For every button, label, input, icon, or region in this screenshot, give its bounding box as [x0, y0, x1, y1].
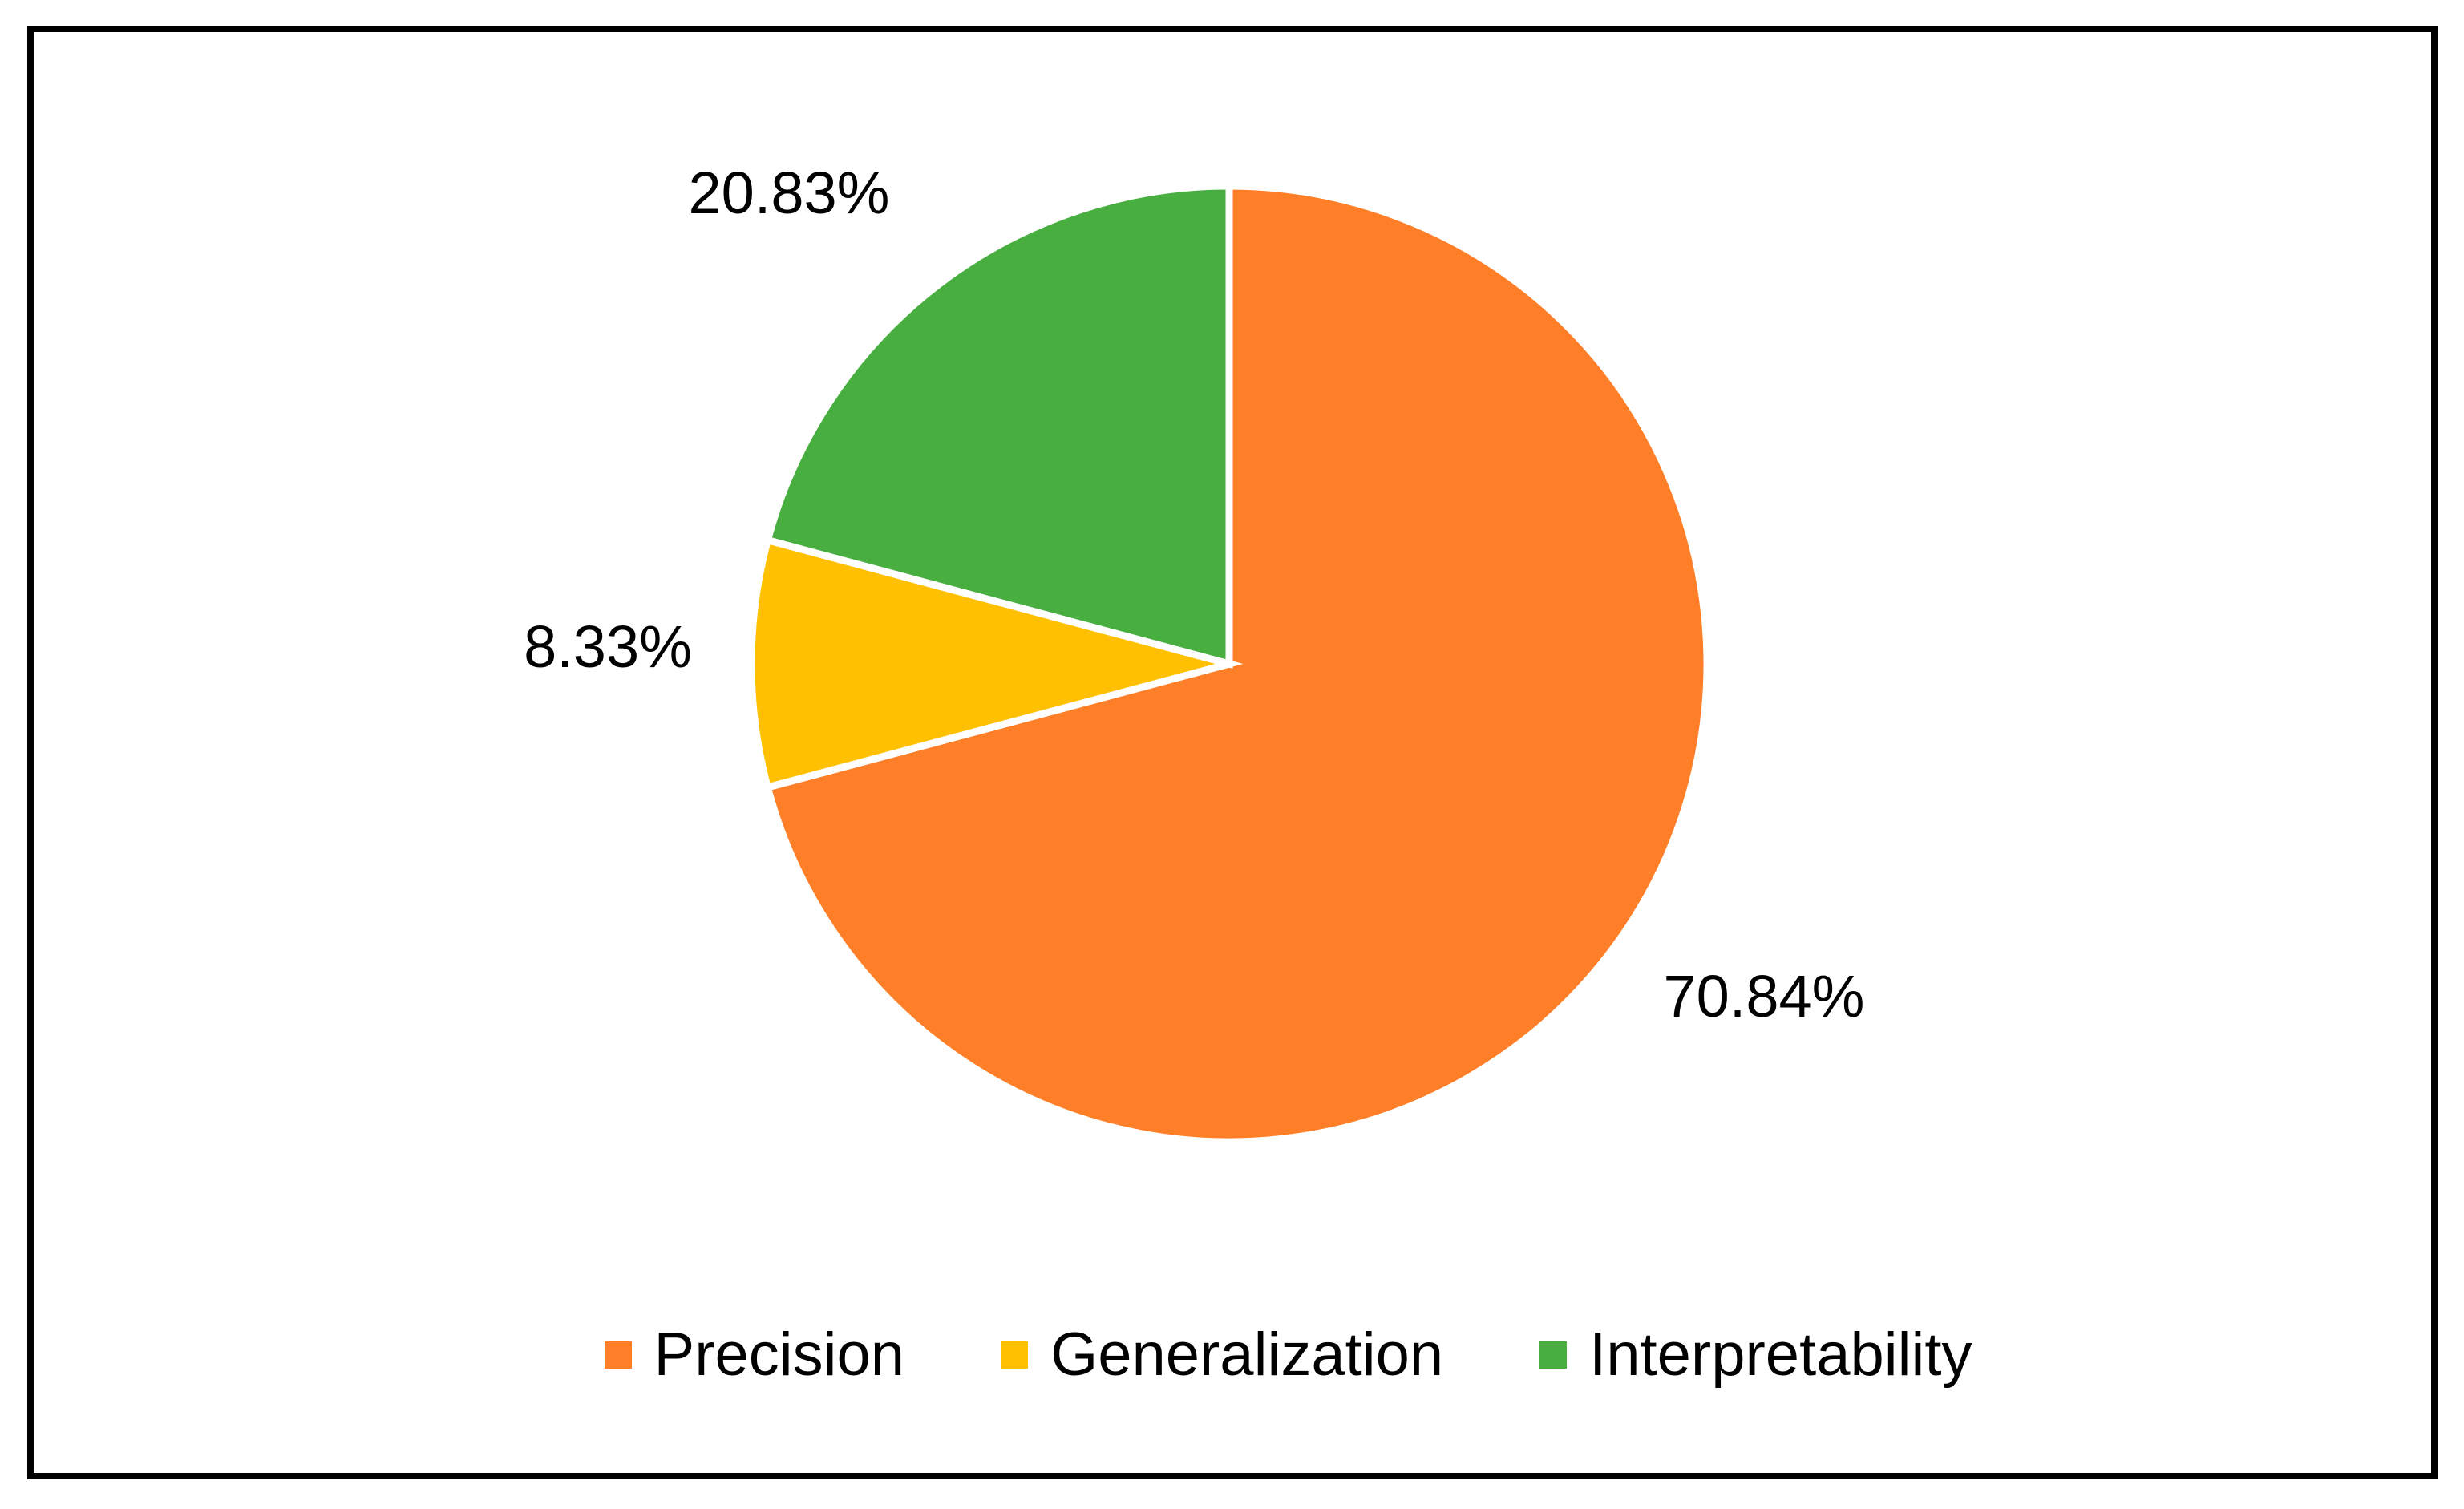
- legend-swatch-precision: [604, 1341, 632, 1369]
- legend-item-precision: Precision: [604, 1321, 905, 1389]
- pie-slice-interpretability: [763, 182, 1233, 669]
- pie-slices: [747, 182, 1711, 1146]
- legend-label-interpretability: Interpretability: [1589, 1321, 1972, 1389]
- legend-label-generalization: Generalization: [1050, 1321, 1444, 1389]
- legend-label-precision: Precision: [653, 1321, 905, 1389]
- pie-slice-generalization: [747, 536, 1244, 792]
- legend-item-interpretability: Interpretability: [1539, 1325, 1972, 1386]
- data-label-precision: 70.84%: [1664, 963, 1865, 1030]
- pie-data-labels: 70.84% 8.33% 20.83%: [524, 160, 1864, 1030]
- data-label-interpretability: 20.83%: [689, 160, 890, 226]
- legend-item-generalization: Generalization: [1001, 1325, 1443, 1386]
- legend-swatch-interpretability: [1539, 1341, 1568, 1369]
- legend-swatch-generalization: [1001, 1341, 1029, 1369]
- legend: Precision Generalization Interpretabilit…: [0, 1315, 2464, 1395]
- data-label-generalization: 8.33%: [524, 613, 692, 680]
